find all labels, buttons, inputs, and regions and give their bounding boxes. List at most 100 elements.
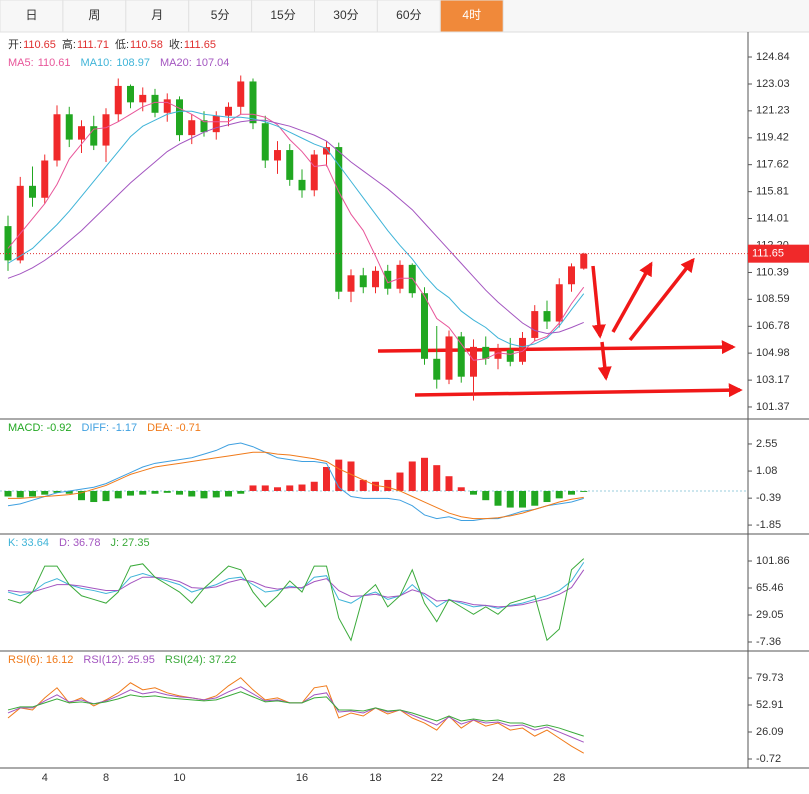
macd-bar: [53, 490, 61, 493]
macd-bar: [102, 490, 110, 502]
candle-body: [323, 147, 330, 155]
tab[interactable]: 15分: [251, 0, 316, 33]
macd-bar: [506, 490, 514, 508]
y-tick-label: -0.39: [756, 492, 781, 504]
macd-bar: [470, 490, 477, 495]
macd-bar: [16, 490, 24, 498]
tab[interactable]: 60分: [376, 0, 441, 33]
macd-bar: [359, 479, 367, 491]
candle-body: [127, 85, 134, 103]
arrow: [628, 257, 695, 342]
readout-text: RSI(12):: [83, 654, 124, 666]
y-tick-label: 119.42: [756, 132, 789, 144]
readout-text: 33.64: [21, 537, 49, 549]
macd-bar: [396, 472, 404, 491]
indicator-line: [7, 442, 584, 521]
y-tick-label: 121.23: [756, 105, 790, 117]
macd-bar: [151, 490, 159, 494]
candle-body: [543, 311, 551, 322]
y-tick-label: 123.03: [756, 78, 790, 90]
tab-label: 4时: [462, 8, 481, 22]
macd-bar: [323, 467, 330, 491]
candle-body: [372, 270, 379, 288]
x-tick-label: 22: [431, 772, 443, 784]
y-tick-label: 103.17: [756, 374, 790, 386]
macd-bar: [139, 490, 147, 495]
macd-bar: [237, 490, 245, 494]
macd-bar: [29, 490, 36, 497]
arrow: [611, 261, 653, 333]
ma-line: [7, 110, 585, 348]
readout-text: K:: [8, 537, 18, 549]
macd-bar: [41, 490, 49, 495]
macd-bar: [212, 490, 220, 498]
candle-body: [457, 336, 465, 377]
candle-body: [531, 311, 539, 338]
readout-text: DEA:: [147, 422, 173, 434]
candle-body: [347, 275, 355, 292]
candle-body: [433, 358, 441, 380]
macd-bar: [519, 490, 526, 508]
tab[interactable]: 日: [0, 0, 64, 33]
candle-body: [176, 99, 183, 136]
tab-label: 5分: [211, 8, 230, 22]
candle-body: [421, 293, 428, 359]
candle-body: [384, 270, 392, 289]
readout-text: 36.78: [73, 537, 101, 549]
candle-body: [188, 120, 196, 136]
macd-bar: [286, 485, 294, 491]
tab[interactable]: 4时: [439, 0, 504, 33]
macd-bar: [249, 485, 257, 491]
candle-body: [139, 94, 147, 103]
readout-text: 110.58: [130, 39, 163, 51]
last-price-tag: [748, 244, 809, 263]
readout-text: 收:: [169, 37, 183, 51]
candle-body: [78, 126, 85, 140]
macd-bar: [127, 490, 134, 496]
macd-bar: [433, 465, 441, 491]
candle-body: [200, 120, 208, 133]
y-tick-label: 110.39: [756, 266, 789, 278]
readout-text: 110.61: [38, 57, 71, 69]
readout-text: J:: [110, 537, 119, 549]
y-tick-label: -0.72: [756, 753, 781, 765]
y-tick-label: -7.36: [756, 636, 781, 648]
readout-text: MA20:: [160, 57, 192, 69]
candle-body: [359, 275, 367, 288]
x-tick-label: 24: [492, 772, 504, 784]
readout-text: 111.65: [184, 39, 216, 51]
macd-bar: [4, 490, 12, 497]
candle-body: [212, 115, 220, 133]
candle-body: [4, 226, 12, 261]
macd-bar: [335, 459, 343, 491]
tab[interactable]: 5分: [188, 0, 253, 33]
y-tick-label: 101.86: [756, 555, 790, 567]
arrow: [414, 383, 743, 398]
candle-body: [335, 147, 343, 292]
tab[interactable]: 周: [62, 0, 127, 33]
arrow: [597, 341, 612, 381]
candle-body: [580, 253, 588, 269]
y-tick-label: -1.85: [756, 519, 781, 531]
macd-bar: [372, 481, 379, 491]
indicator-line: [7, 558, 585, 642]
indicator-line: [7, 569, 585, 608]
tab[interactable]: 月: [125, 0, 190, 33]
candle-body: [41, 160, 49, 198]
readout-text: 16.12: [46, 654, 74, 666]
candle-body: [163, 99, 171, 113]
tab-background: [439, 0, 504, 33]
candle-body: [482, 346, 490, 359]
macd-bar: [384, 479, 392, 491]
macd-bar: [531, 490, 539, 506]
readout-text: 低:: [115, 38, 129, 51]
readout-text: 107.04: [196, 57, 230, 69]
candle-body: [555, 284, 563, 322]
tab[interactable]: 30分: [314, 0, 378, 33]
macd-bar: [261, 485, 269, 491]
readout-text: MA10:: [81, 57, 113, 69]
y-tick-label: 26.09: [756, 726, 784, 738]
tab-background: [251, 0, 316, 33]
macd-bar: [568, 490, 575, 495]
